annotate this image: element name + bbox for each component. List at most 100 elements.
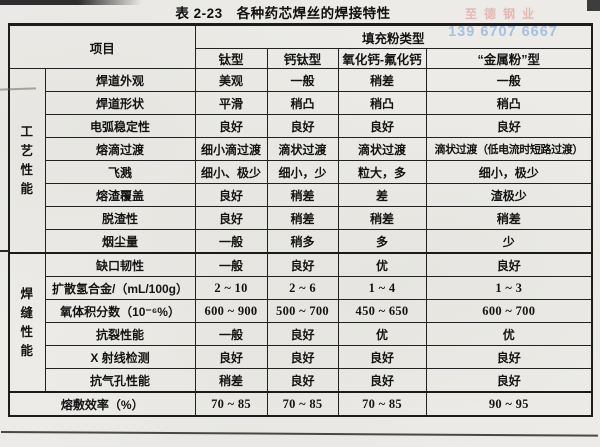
row-label: 缺口韧性 [44,252,196,277]
table-row: 脱渣性 良好 稍差 稍差 稍差 [9,206,593,230]
cell-value: 一般 [194,322,268,346]
footer-label: 熔敷效率（%） [8,391,196,417]
cell-value: 良好 [194,206,268,230]
cell-value: 良好 [337,114,427,138]
cell-value: 平滑 [194,91,268,115]
cell-value: 良好 [337,345,427,369]
cell-value: 70 ~ 85 [194,391,268,417]
page-title: 表 2-23 各种药芯焊丝的焊接特性 [175,6,391,21]
cell-value: 良好 [425,368,593,393]
cell-value: 70 ~ 85 [266,391,339,417]
table-row: 电弧稳定性 良好 良好 良好 良好 [9,114,593,138]
row-label: 电弧稳定性 [44,114,196,138]
cell-value: 1 ~ 4 [337,276,427,300]
cell-value: 一般 [425,68,593,92]
table-row: 氧体积分数（10⁻⁶%） 600 ~ 900 500 ~ 700 450 ~ 6… [9,299,593,323]
table-row: 熔滴过渡 细小滴过渡 滴状过渡 滴状过渡 滴状过渡（低电流时短路过渡） [9,137,593,161]
table-footer-row: 熔敷效率（%） 70 ~ 85 70 ~ 85 70 ~ 85 90 ~ 95 [8,391,593,417]
row-label: 飞溅 [44,160,196,184]
row-label: 氧体积分数（10⁻⁶%） [44,299,196,323]
row-label: 烟尘量 [44,229,196,254]
cell-value: 良好 [194,114,268,138]
cell-value: 稍差 [337,68,427,92]
cell-value: 稍多 [266,229,339,254]
cell-value: 良好 [425,114,593,138]
cell-value: 稍凸 [425,91,593,115]
cell-value: 2 ~ 10 [194,276,268,300]
cell-value: 粒大，多 [337,160,427,184]
cell-value: 1 ~ 3 [425,276,593,300]
cell-value: 滴状过渡 [337,137,427,161]
cell-value: 优 [425,322,593,346]
header-filler-type-cell: 填充粉类型 [194,24,593,49]
cell-value: 稍差 [337,206,427,230]
cell-value: 稍差 [194,368,268,393]
cell-value: 一般 [194,229,268,254]
cell-value: 2 ~ 6 [266,276,339,300]
cell-value: 一般 [194,252,268,277]
cell-value: 良好 [425,345,593,369]
scan-artifact-bottom-line [0,431,598,437]
cell-value: 细小、极少 [194,160,268,184]
row-label: 焊道外观 [44,68,196,92]
cell-value: 良好 [266,368,339,393]
table-row: 工艺性能 焊道外观 美观 一般 稍差 一般 [8,68,593,254]
table-row: 烟尘量 一般 稍多 多 少 [9,229,593,254]
table-row: 焊缝性能 缺口韧性 一般 良好 优 良好 [8,252,593,393]
row-label: 熔渣覆盖 [44,183,196,207]
cell-value: 良好 [266,345,339,369]
table-row: 抗气孔性能 稍差 良好 良好 良好 [9,368,593,393]
header-item-cell: 项目 [8,24,196,69]
cell-value: 600 ~ 900 [194,299,268,323]
group-cell-process-performance: 工艺性能 [8,68,46,254]
header-row-1: 项目 填充粉类型 [8,24,593,69]
cell-value: 良好 [425,252,593,277]
cell-value: 良好 [194,183,268,207]
row-label: 抗裂性能 [44,322,196,346]
cell-value: 良好 [266,322,339,346]
cell-value: 良好 [194,345,268,369]
cell-value: 良好 [337,368,427,393]
row-label: 抗气孔性能 [44,368,196,393]
header-type-cao-caf: 氧化钙-氟化钙 [337,48,427,69]
cell-value: 细小，极少 [425,160,593,184]
cell-value: 稍差 [266,206,339,230]
table-row: 熔渣覆盖 良好 稍差 差 渣极少 [9,183,593,207]
table-row: X 射线检测 良好 良好 良好 良好 [9,345,593,369]
header-type-metal-powder: “金属粉”型 [425,48,593,69]
cell-value: 优 [337,322,427,346]
cell-value: 优 [337,252,427,277]
row-label: 扩散氢合金/（mL/100g） [44,276,196,300]
cell-value: 良好 [266,252,339,277]
cell-value: 稍凸 [266,91,339,115]
row-label: 脱渣性 [44,206,196,230]
cell-value: 多 [337,229,427,254]
cell-value: 稍差 [266,183,339,207]
table-row: 抗裂性能 一般 良好 优 优 [9,322,593,346]
cell-value: 稍差 [425,206,593,230]
table-row: 焊道形状 平滑 稍凸 稍凸 稍凸 [9,91,593,115]
cell-value: 滴状过渡 [266,137,339,161]
header-type-calcium-titanium: 钙钛型 [266,48,339,69]
group-cell-weld-seam-performance: 焊缝性能 [8,252,46,393]
cell-value: 细小，少 [266,160,339,184]
cell-value: 差 [337,183,427,207]
cell-value: 600 ~ 700 [425,299,593,323]
table-row: 飞溅 细小、极少 细小，少 粒大，多 细小，极少 [9,160,593,184]
cell-value: 90 ~ 95 [425,391,593,417]
cell-value: 450 ~ 650 [337,299,427,323]
cell-value: 滴状过渡（低电流时短路过渡） [425,137,593,161]
cell-value: 500 ~ 700 [266,299,339,323]
row-label: X 射线检测 [44,345,196,369]
table-row: 扩散氢合金/（mL/100g） 2 ~ 10 2 ~ 6 1 ~ 4 1 ~ 3 [9,276,593,300]
cell-value: 一般 [266,68,339,92]
row-label: 焊道形状 [44,91,196,115]
cell-value: 渣极少 [425,183,593,207]
cell-value: 细小滴过渡 [194,137,268,161]
cell-value: 良好 [266,114,339,138]
cell-value: 70 ~ 85 [337,391,427,417]
row-label: 熔滴过渡 [44,137,196,161]
scan-artifact-top-right [587,0,600,11]
cell-value: 稍凸 [337,91,427,115]
